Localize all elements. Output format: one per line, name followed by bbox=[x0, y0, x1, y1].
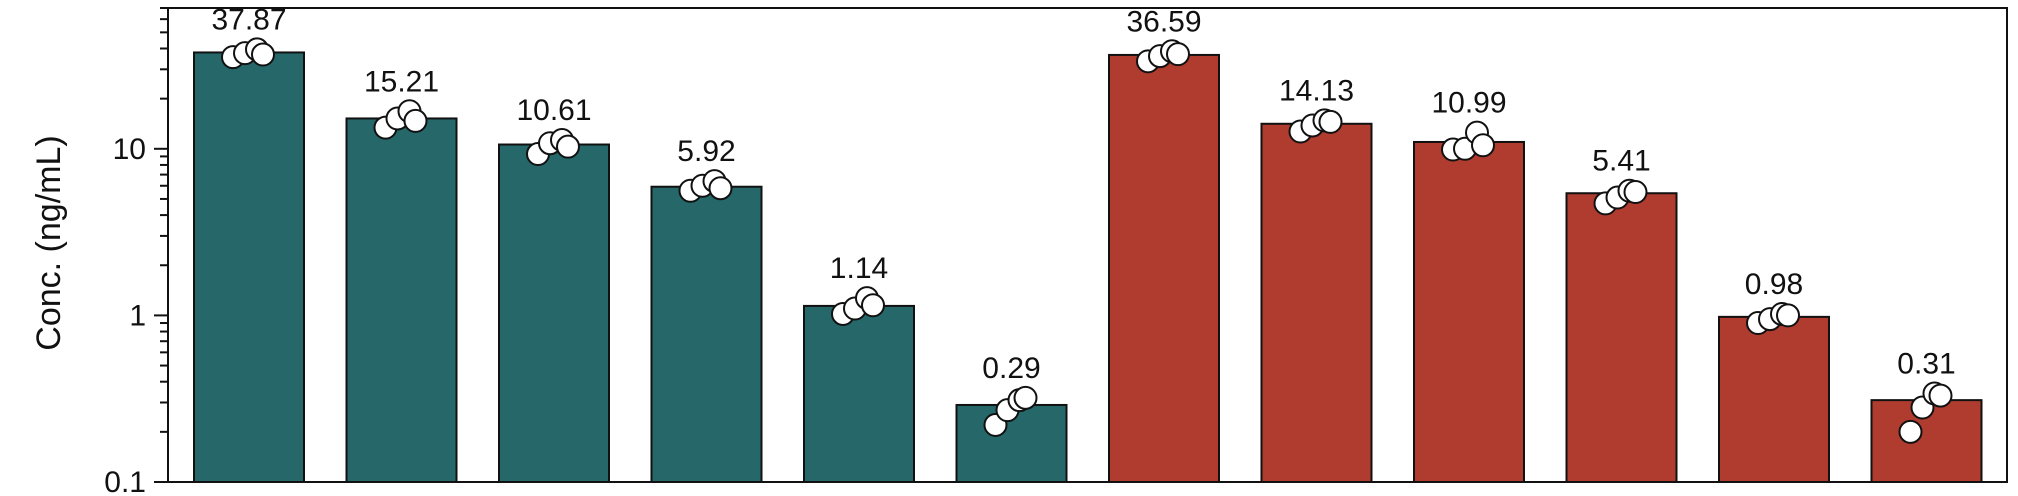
bar-group2 bbox=[1565, 192, 1678, 483]
data-point bbox=[1166, 42, 1190, 67]
plot-frame bbox=[167, 7, 2008, 483]
y-tick-label: 1 bbox=[129, 299, 146, 332]
bar-group2 bbox=[1108, 53, 1220, 484]
bar-group2 bbox=[1260, 122, 1373, 483]
data-point bbox=[1928, 383, 1953, 408]
bar-value-label: 0.31 bbox=[1897, 347, 1955, 380]
y-tick-label: 10 bbox=[113, 133, 146, 166]
data-point bbox=[556, 134, 580, 159]
data-point bbox=[1318, 109, 1343, 134]
bar-group2 bbox=[1718, 315, 1830, 483]
bar-group1 bbox=[193, 51, 305, 484]
bar-value-label: 36.59 bbox=[1126, 5, 1201, 38]
bar-value-label: 0.29 bbox=[982, 352, 1040, 385]
bar-value-label: 5.92 bbox=[677, 135, 735, 168]
data-point bbox=[1623, 180, 1648, 205]
data-point bbox=[403, 108, 428, 133]
plot-area: 0.1 1 10 37.87 15.21 10.61 5.92 1.14 0.29 36.59 14… bbox=[104, 3, 2008, 496]
y-axis-label: Conc. (ng/mL) bbox=[30, 135, 68, 350]
bar-value-label: 10.61 bbox=[516, 94, 591, 127]
data-point bbox=[1776, 303, 1800, 328]
data-point bbox=[1471, 133, 1495, 158]
bar-value-label: 14.13 bbox=[1279, 74, 1354, 107]
bar-group1 bbox=[803, 304, 915, 483]
bar-group1 bbox=[650, 185, 763, 483]
data-point bbox=[251, 42, 275, 67]
bar-value-label: 1.14 bbox=[830, 252, 888, 285]
bar-group1 bbox=[498, 143, 610, 483]
data-point bbox=[1013, 385, 1038, 410]
y-tick-label: 0.1 bbox=[104, 466, 146, 496]
bar-group2 bbox=[1413, 140, 1525, 483]
bar-value-label: 0.98 bbox=[1745, 268, 1803, 301]
data-point bbox=[1898, 419, 1923, 444]
bar-group1 bbox=[345, 117, 458, 484]
bar-value-label: 5.41 bbox=[1592, 145, 1650, 178]
data-point bbox=[708, 176, 733, 201]
bar-value-label: 10.99 bbox=[1431, 87, 1506, 120]
bar-value-label: 37.87 bbox=[211, 3, 286, 36]
bar-value-label: 15.21 bbox=[364, 65, 439, 98]
data-point bbox=[861, 293, 885, 318]
